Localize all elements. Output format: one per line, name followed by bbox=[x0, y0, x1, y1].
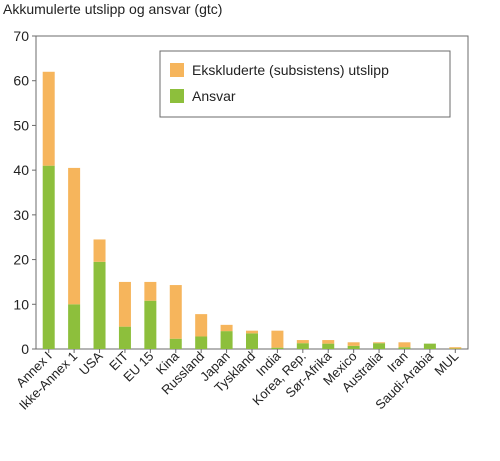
bar-segment bbox=[94, 262, 106, 349]
legend-label: Ekskluderte (subsistens) utslipp bbox=[192, 62, 389, 78]
bar-segment bbox=[449, 347, 461, 348]
bar-segment bbox=[348, 342, 360, 346]
legend-box bbox=[160, 51, 450, 117]
bar-segment bbox=[170, 339, 182, 349]
legend-swatch bbox=[170, 63, 184, 77]
bar-segment bbox=[221, 325, 233, 331]
bar-segment bbox=[297, 343, 309, 349]
bar-segment bbox=[322, 344, 334, 349]
bar-segment bbox=[424, 344, 436, 349]
bar-segment bbox=[68, 304, 80, 349]
bar-segment bbox=[246, 331, 258, 334]
bar-segment bbox=[43, 166, 55, 349]
bar-segment bbox=[246, 333, 258, 349]
bar-segment bbox=[221, 331, 233, 349]
legend-label: Ansvar bbox=[192, 88, 236, 104]
bar-segment bbox=[322, 340, 334, 344]
y-tick-label: 20 bbox=[13, 252, 29, 268]
y-tick-label: 50 bbox=[13, 117, 29, 133]
bar-segment bbox=[144, 301, 156, 349]
bar-segment bbox=[43, 72, 55, 166]
chart-title: Akkumulerte utslipp og ansvar (gtc) bbox=[3, 1, 222, 17]
y-tick-label: 60 bbox=[13, 73, 29, 89]
y-tick-label: 10 bbox=[13, 296, 29, 312]
bar-segment bbox=[398, 342, 410, 347]
bar-segment bbox=[68, 168, 80, 304]
legend-swatch bbox=[170, 89, 184, 103]
bar-segment bbox=[144, 282, 156, 301]
bar-segment bbox=[271, 331, 283, 348]
bar-segment bbox=[297, 340, 309, 343]
bar-segment bbox=[373, 342, 385, 343]
x-tick-label: USA bbox=[76, 348, 106, 378]
y-tick-label: 40 bbox=[13, 162, 29, 178]
bar-segment bbox=[348, 346, 360, 349]
y-tick-label: 70 bbox=[13, 28, 29, 44]
bar-segment bbox=[195, 336, 207, 349]
bar-segment bbox=[195, 314, 207, 336]
bar-segment bbox=[119, 327, 131, 349]
bar-segment bbox=[398, 347, 410, 349]
bar-segment bbox=[170, 285, 182, 339]
x-tick-label: MUL bbox=[431, 349, 461, 379]
bar-segment bbox=[373, 343, 385, 349]
y-tick-label: 0 bbox=[21, 341, 29, 357]
bar-segment bbox=[119, 282, 131, 327]
y-tick-label: 30 bbox=[13, 207, 29, 223]
bar-segment bbox=[94, 239, 106, 261]
